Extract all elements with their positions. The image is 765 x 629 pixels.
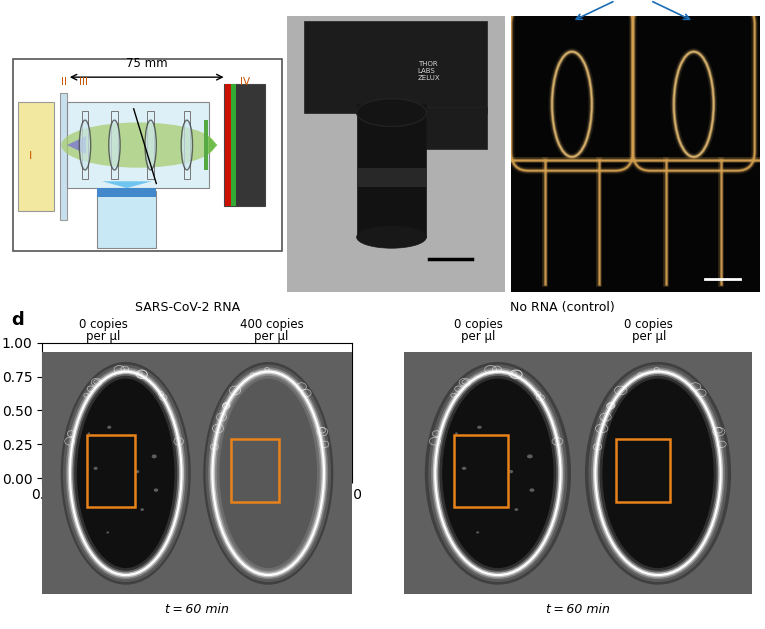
Text: II: II	[60, 77, 67, 87]
Ellipse shape	[514, 508, 519, 511]
Ellipse shape	[145, 120, 156, 170]
FancyBboxPatch shape	[97, 191, 156, 248]
Ellipse shape	[80, 120, 91, 170]
Ellipse shape	[203, 362, 334, 585]
Ellipse shape	[141, 508, 144, 511]
Text: I: I	[29, 152, 32, 162]
Text: 400 copies: 400 copies	[239, 318, 304, 331]
Text: 0 copies: 0 copies	[454, 318, 503, 331]
Ellipse shape	[527, 454, 532, 459]
Text: per μl: per μl	[255, 330, 288, 343]
Text: per μl: per μl	[632, 330, 666, 343]
FancyBboxPatch shape	[203, 120, 208, 170]
Ellipse shape	[476, 532, 479, 533]
Ellipse shape	[154, 488, 158, 492]
Polygon shape	[102, 181, 151, 188]
Text: III: III	[80, 77, 89, 87]
Ellipse shape	[60, 362, 190, 585]
Text: IV: IV	[239, 77, 249, 87]
Ellipse shape	[585, 362, 731, 585]
FancyBboxPatch shape	[413, 107, 487, 148]
Ellipse shape	[509, 470, 513, 473]
Ellipse shape	[595, 372, 721, 575]
Ellipse shape	[151, 454, 157, 459]
Ellipse shape	[356, 99, 426, 126]
FancyBboxPatch shape	[356, 104, 426, 237]
Text: No RNA (control): No RNA (control)	[510, 301, 614, 314]
Polygon shape	[208, 136, 217, 154]
FancyBboxPatch shape	[356, 168, 426, 187]
FancyBboxPatch shape	[67, 102, 210, 188]
Ellipse shape	[106, 532, 109, 533]
FancyBboxPatch shape	[18, 102, 54, 211]
Ellipse shape	[135, 470, 139, 473]
FancyBboxPatch shape	[60, 93, 67, 220]
Text: t = 60 min: t = 60 min	[165, 603, 230, 616]
Ellipse shape	[61, 123, 215, 168]
Ellipse shape	[109, 120, 120, 170]
Text: t = 60 min: t = 60 min	[545, 603, 610, 616]
FancyBboxPatch shape	[12, 59, 282, 252]
Ellipse shape	[455, 432, 458, 435]
Ellipse shape	[87, 432, 90, 435]
Ellipse shape	[70, 372, 181, 575]
Text: per μl: per μl	[86, 330, 120, 343]
Text: 0 copies: 0 copies	[624, 318, 673, 331]
Text: per μl: per μl	[461, 330, 495, 343]
Ellipse shape	[356, 226, 426, 248]
FancyBboxPatch shape	[304, 21, 487, 113]
Text: 0 copies: 0 copies	[79, 318, 128, 331]
FancyBboxPatch shape	[42, 352, 352, 594]
Ellipse shape	[107, 426, 112, 429]
Ellipse shape	[425, 362, 571, 585]
FancyBboxPatch shape	[97, 188, 156, 197]
Ellipse shape	[435, 372, 561, 575]
FancyBboxPatch shape	[232, 84, 236, 206]
Ellipse shape	[213, 372, 324, 575]
FancyBboxPatch shape	[404, 352, 752, 594]
Polygon shape	[67, 136, 86, 154]
Text: THOR
LABS
ZELUX: THOR LABS ZELUX	[418, 61, 441, 81]
FancyBboxPatch shape	[511, 16, 760, 292]
Ellipse shape	[462, 467, 467, 470]
Ellipse shape	[181, 120, 193, 170]
FancyBboxPatch shape	[224, 84, 265, 206]
FancyBboxPatch shape	[225, 84, 231, 206]
Ellipse shape	[93, 467, 98, 470]
FancyBboxPatch shape	[287, 16, 505, 292]
Ellipse shape	[477, 426, 482, 429]
Text: SARS-CoV-2 RNA: SARS-CoV-2 RNA	[135, 301, 240, 314]
Ellipse shape	[529, 488, 535, 492]
Text: d: d	[11, 311, 24, 330]
Text: 75 mm: 75 mm	[125, 57, 168, 70]
